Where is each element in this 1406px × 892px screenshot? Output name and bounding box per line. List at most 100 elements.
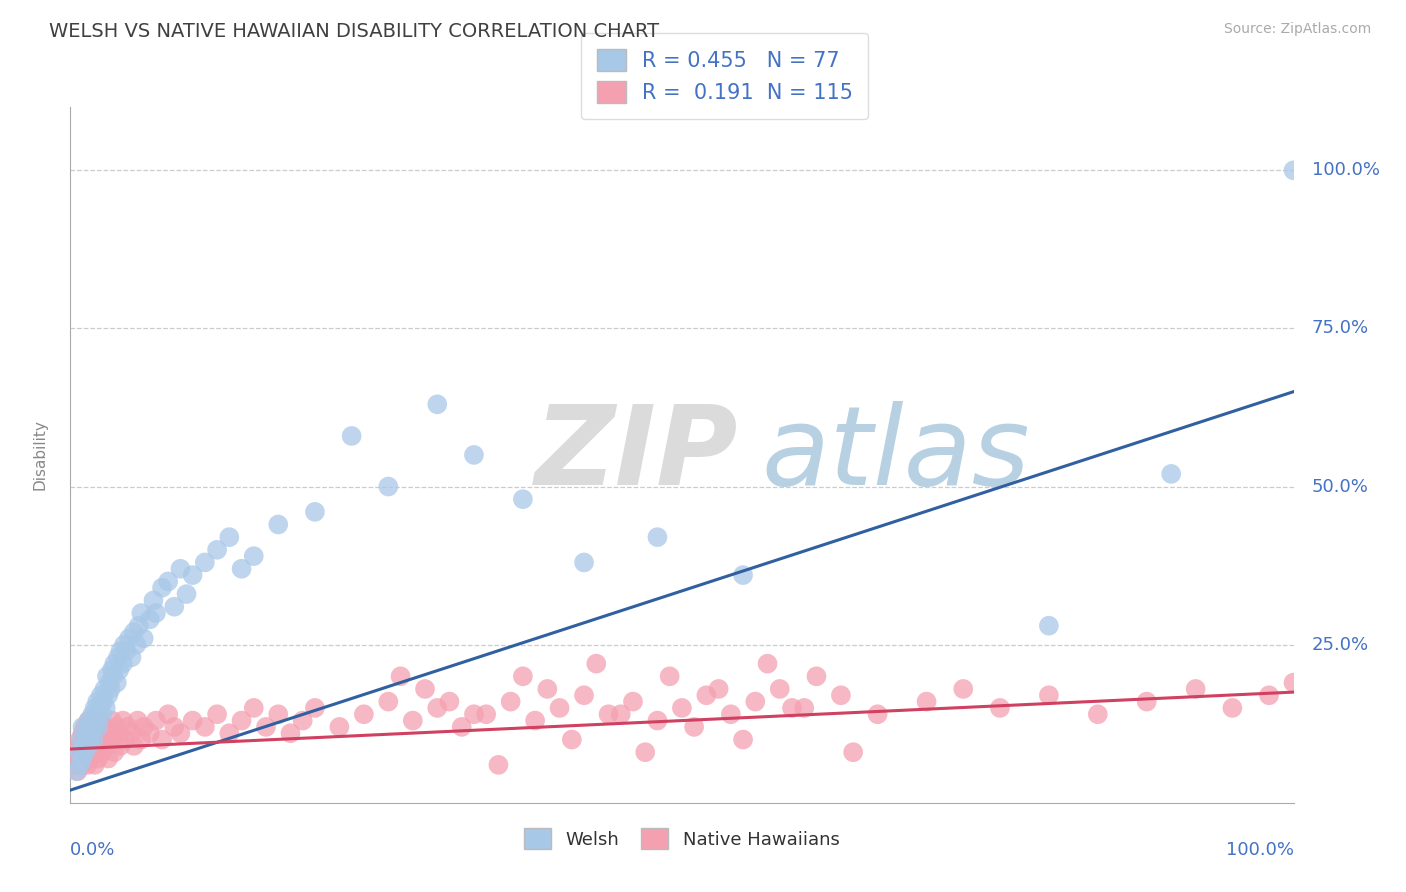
Point: [77, 714, 100, 728]
Point: [157, 574, 180, 589]
Point: [733, 568, 755, 582]
Point: [744, 695, 766, 709]
Point: [842, 745, 865, 759]
Point: [402, 714, 425, 728]
Point: [756, 657, 779, 671]
Text: Disability: Disability: [32, 419, 48, 491]
Point: [82, 726, 104, 740]
Point: [450, 720, 472, 734]
Point: [73, 739, 96, 753]
Text: 50.0%: 50.0%: [1312, 477, 1369, 496]
Point: [634, 745, 657, 759]
Point: [176, 587, 198, 601]
Point: [181, 714, 204, 728]
Point: [91, 695, 114, 709]
Point: [304, 505, 326, 519]
Point: [117, 720, 139, 734]
Point: [129, 606, 152, 620]
Point: [69, 751, 91, 765]
Point: [1038, 618, 1060, 632]
Point: [733, 732, 755, 747]
Point: [76, 726, 98, 740]
Point: [683, 720, 706, 734]
Point: [90, 714, 112, 728]
Point: [194, 556, 217, 570]
Point: [121, 650, 143, 665]
Point: [97, 751, 120, 765]
Point: [598, 707, 620, 722]
Point: [97, 688, 120, 702]
Text: 100.0%: 100.0%: [1226, 841, 1294, 859]
Point: [96, 669, 118, 683]
Point: [98, 675, 121, 690]
Point: [720, 707, 742, 722]
Point: [426, 397, 449, 411]
Point: [150, 732, 173, 747]
Point: [658, 669, 681, 683]
Point: [205, 707, 228, 722]
Point: [340, 429, 363, 443]
Point: [65, 764, 87, 779]
Point: [77, 739, 100, 753]
Point: [84, 714, 107, 728]
Point: [488, 757, 510, 772]
Point: [83, 757, 105, 772]
Point: [83, 732, 105, 747]
Point: [169, 726, 191, 740]
Point: [707, 681, 730, 696]
Point: [267, 517, 290, 532]
Point: [91, 745, 114, 759]
Point: [1282, 163, 1305, 178]
Point: [524, 714, 547, 728]
Point: [100, 681, 122, 696]
Point: [806, 669, 828, 683]
Point: [150, 581, 173, 595]
Point: [93, 681, 115, 696]
Point: [79, 751, 101, 765]
Point: [65, 745, 87, 759]
Point: [101, 714, 124, 728]
Point: [70, 732, 93, 747]
Point: [169, 562, 191, 576]
Point: [91, 732, 114, 747]
Point: [67, 739, 90, 753]
Point: [231, 562, 253, 576]
Point: [73, 739, 96, 753]
Point: [548, 701, 571, 715]
Point: [79, 720, 101, 734]
Point: [353, 707, 375, 722]
Point: [70, 757, 93, 772]
Point: [107, 650, 129, 665]
Point: [621, 695, 644, 709]
Point: [83, 745, 105, 759]
Point: [205, 542, 228, 557]
Point: [304, 701, 326, 715]
Text: 25.0%: 25.0%: [1312, 636, 1369, 654]
Text: 100.0%: 100.0%: [1312, 161, 1379, 179]
Point: [69, 732, 91, 747]
Point: [110, 644, 132, 658]
Point: [73, 745, 96, 759]
Point: [1160, 467, 1182, 481]
Point: [291, 714, 314, 728]
Point: [72, 745, 94, 759]
Point: [77, 732, 100, 747]
Text: WELSH VS NATIVE HAWAIIAN DISABILITY CORRELATION CHART: WELSH VS NATIVE HAWAIIAN DISABILITY CORR…: [49, 22, 659, 41]
Point: [115, 644, 138, 658]
Point: [132, 720, 155, 734]
Point: [101, 663, 124, 677]
Point: [194, 720, 217, 734]
Point: [72, 720, 94, 734]
Point: [86, 695, 108, 709]
Point: [87, 751, 110, 765]
Point: [101, 732, 124, 747]
Point: [122, 739, 145, 753]
Point: [830, 688, 852, 702]
Point: [75, 745, 97, 759]
Text: ZIP: ZIP: [536, 401, 738, 508]
Point: [132, 632, 155, 646]
Point: [72, 726, 94, 740]
Point: [86, 739, 108, 753]
Point: [377, 695, 399, 709]
Point: [128, 618, 150, 632]
